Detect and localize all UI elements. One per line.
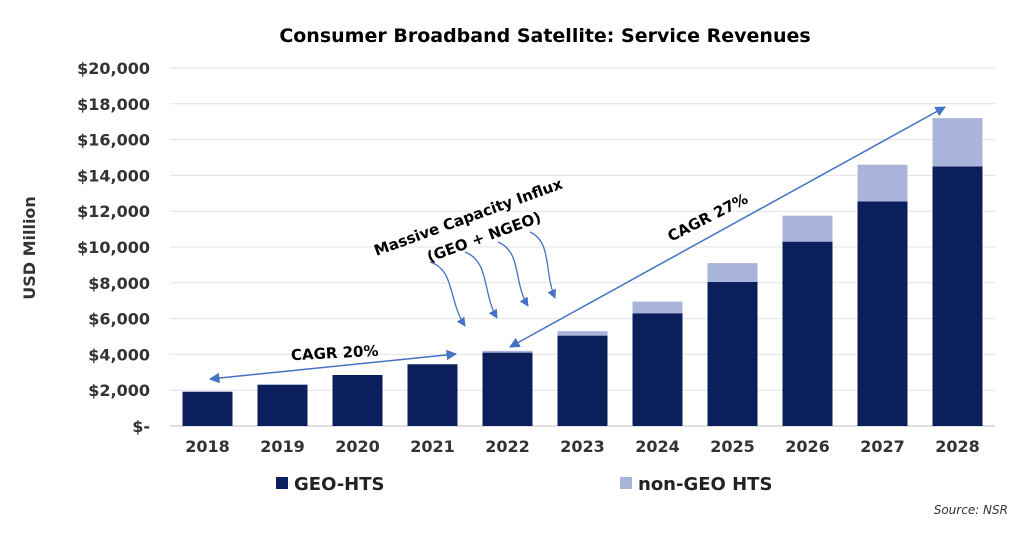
y-tick-label: $10,000 — [77, 238, 150, 257]
influx-arrow-4 — [529, 231, 557, 299]
y-tick-label: $14,000 — [77, 166, 150, 185]
bar-geo-hts-2027 — [857, 201, 908, 426]
source-note: Source: NSR — [934, 503, 1008, 517]
bar-non-geo-hts-2027 — [857, 164, 908, 202]
y-tick-label: $8,000 — [88, 274, 150, 293]
bar-non-geo-hts-2022 — [482, 350, 533, 353]
y-axis-label: USD Million — [20, 196, 39, 300]
x-tick-label: 2026 — [785, 437, 830, 456]
influx-arrow-1 — [429, 261, 466, 327]
bar-non-geo-hts-2024 — [632, 301, 683, 314]
y-tick-label: $16,000 — [77, 131, 150, 150]
bar-geo-hts-2021 — [407, 364, 458, 426]
x-tick-label: 2027 — [860, 437, 905, 456]
bar-geo-hts-2023 — [557, 335, 608, 426]
x-tick-label: 2018 — [185, 437, 230, 456]
x-tick-label: 2023 — [560, 437, 605, 456]
influx-annotation: Massive Capacity Influx (GEO + NGEO) — [372, 175, 566, 266]
legend: GEO-HTS non-GEO HTS — [276, 474, 772, 495]
bars — [182, 118, 983, 426]
bar-non-geo-hts-2023 — [557, 331, 608, 336]
bar-geo-hts-2020 — [332, 374, 383, 426]
bar-geo-hts-2024 — [632, 313, 683, 426]
bar-geo-hts-2019 — [257, 384, 308, 426]
y-tick-label: $12,000 — [77, 202, 150, 221]
bar-geo-hts-2025 — [707, 281, 758, 426]
cagr-early-label: CAGR 20% — [291, 342, 379, 365]
cagr-early-arrow — [208, 349, 458, 384]
bar-non-geo-hts-2028 — [932, 118, 983, 167]
x-tick-label: 2028 — [935, 437, 980, 456]
x-tick-label: 2024 — [635, 437, 680, 456]
y-tick-label: $2,000 — [88, 381, 150, 400]
x-tick-label: 2021 — [410, 437, 455, 456]
bar-geo-hts-2018 — [182, 391, 233, 426]
x-axis-ticks: 2018 2019 2020 2021 2022 2023 2024 2025 2026 2027… — [185, 437, 980, 456]
x-tick-label: 2022 — [485, 437, 530, 456]
influx-arrow-2 — [464, 251, 498, 319]
y-tick-label: $6,000 — [88, 310, 150, 329]
legend-label-non-geo-hts: non-GEO HTS — [638, 474, 772, 495]
y-tick-label: $20,000 — [77, 59, 150, 78]
bar-geo-hts-2028 — [932, 166, 983, 426]
x-tick-label: 2019 — [260, 437, 305, 456]
bar-non-geo-hts-2018 — [182, 391, 233, 392]
y-axis-ticks: $- $2,000 $4,000 $6,000 $8,000 $10,000 $12,000… — [77, 59, 150, 436]
legend-swatch-geo-hts — [276, 477, 288, 489]
x-tick-label: 2025 — [710, 437, 755, 456]
cagr-late-arrow — [509, 106, 946, 348]
bar-non-geo-hts-2025 — [707, 263, 758, 282]
bar-geo-hts-2026 — [782, 241, 833, 426]
y-tick-label: $18,000 — [77, 95, 150, 114]
influx-arrow-3 — [497, 241, 529, 307]
bar-non-geo-hts-2026 — [782, 215, 833, 242]
chart-title: Consumer Broadband Satellite: Service Re… — [279, 25, 810, 47]
y-tick-label: $- — [132, 417, 150, 436]
legend-label-geo-hts: GEO-HTS — [294, 474, 384, 495]
bar-geo-hts-2022 — [482, 352, 533, 426]
bar-non-geo-hts-2019 — [257, 383, 308, 385]
legend-swatch-non-geo-hts — [620, 477, 632, 489]
y-tick-label: $4,000 — [88, 345, 150, 364]
x-tick-label: 2020 — [335, 437, 380, 456]
